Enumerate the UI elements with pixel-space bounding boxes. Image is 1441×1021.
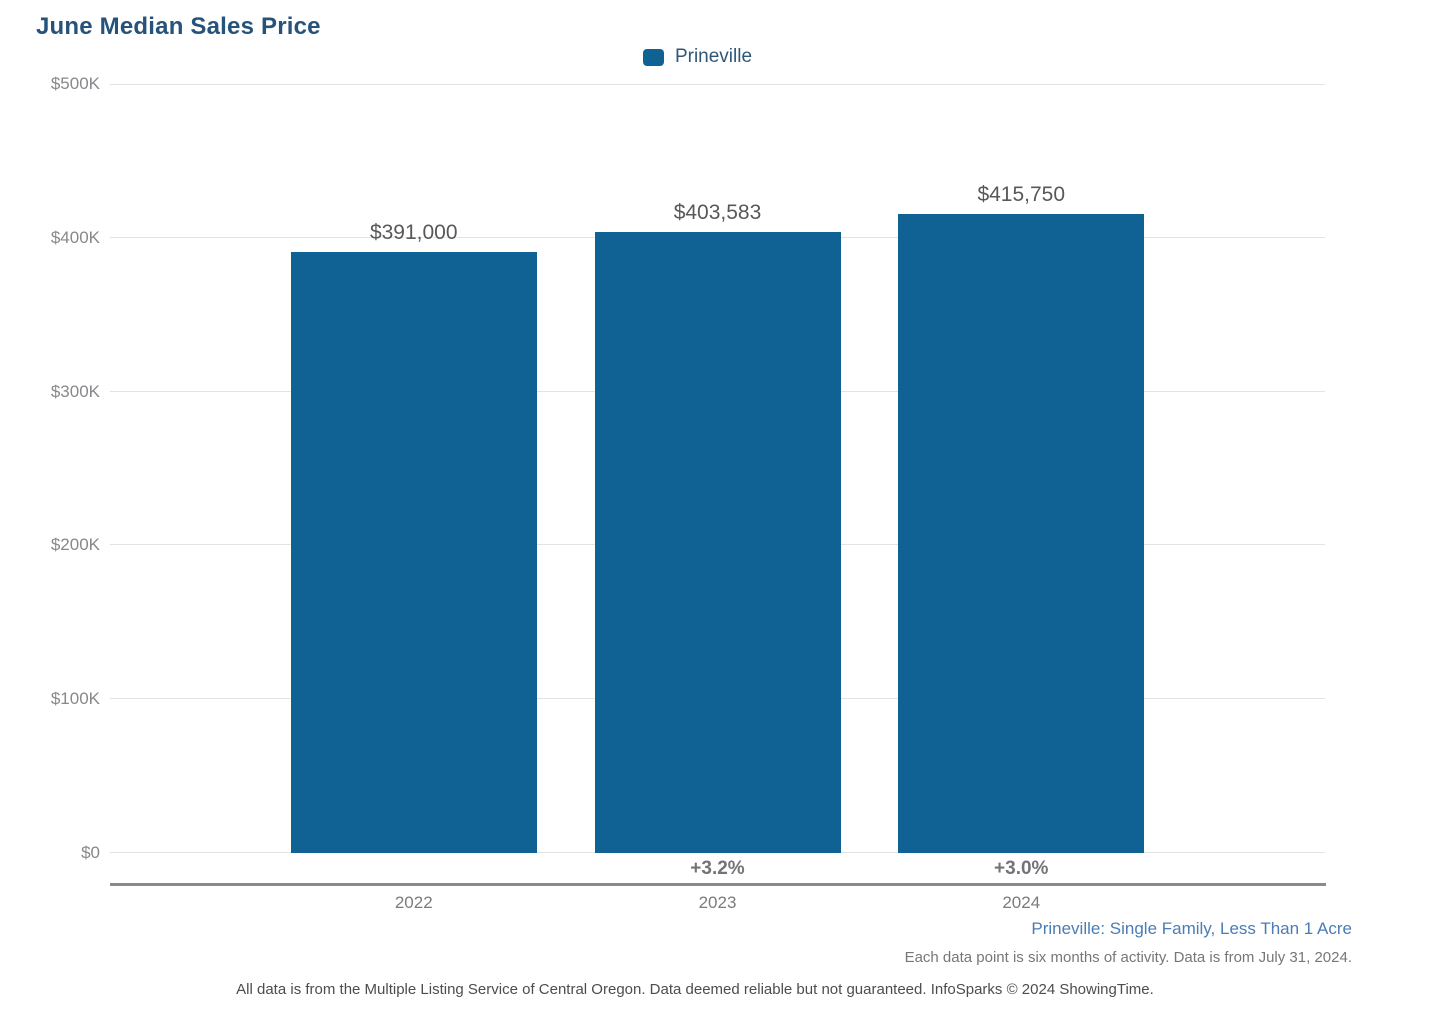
y-axis-tick-label: $300K xyxy=(50,381,100,401)
bar-chart: $391,000 $403,583 $415,750 $0 $100K $200K $30… xyxy=(50,74,1326,912)
y-axis-tick-label: $500K xyxy=(50,74,100,93)
bar-value-label: $415,750 xyxy=(977,182,1066,206)
x-axis-tick-label: 2022 xyxy=(394,893,433,912)
chart-title: June Median Sales Price xyxy=(36,13,321,40)
footnote-segment-filter: Prineville: Single Family, Less Than 1 A… xyxy=(1031,919,1352,938)
bar-value-label: $403,583 xyxy=(673,201,762,225)
y-axis-tick-label: $200K xyxy=(50,535,100,555)
legend-label: Prineville xyxy=(674,46,753,67)
x-axis-line xyxy=(110,883,1326,886)
bar-value-label: $391,000 xyxy=(369,220,458,244)
y-axis-tick-label: $400K xyxy=(50,227,100,247)
bar-2022[interactable] xyxy=(290,251,537,853)
y-axis-tick-label: $0 xyxy=(81,843,100,862)
x-axis-tick-label: 2024 xyxy=(1002,893,1041,912)
footnote-disclaimer: All data is from the Multiple Listing Se… xyxy=(236,981,1154,998)
bar-2023[interactable] xyxy=(594,232,841,853)
legend-swatch-icon xyxy=(642,48,664,66)
pct-change-label: +3.2% xyxy=(690,858,745,879)
footnote-data-note: Each data point is six months of activit… xyxy=(904,949,1352,966)
plot-area: $391,000 $403,583 $415,750 xyxy=(110,84,1325,853)
gridline-500k xyxy=(110,84,1325,85)
bar-2024[interactable] xyxy=(898,213,1145,853)
pct-change-label: +3.0% xyxy=(994,858,1049,879)
chart-legend[interactable]: Prineville xyxy=(0,46,1395,68)
y-axis-tick-label: $100K xyxy=(50,689,100,709)
x-axis-tick-label: 2023 xyxy=(698,893,737,912)
